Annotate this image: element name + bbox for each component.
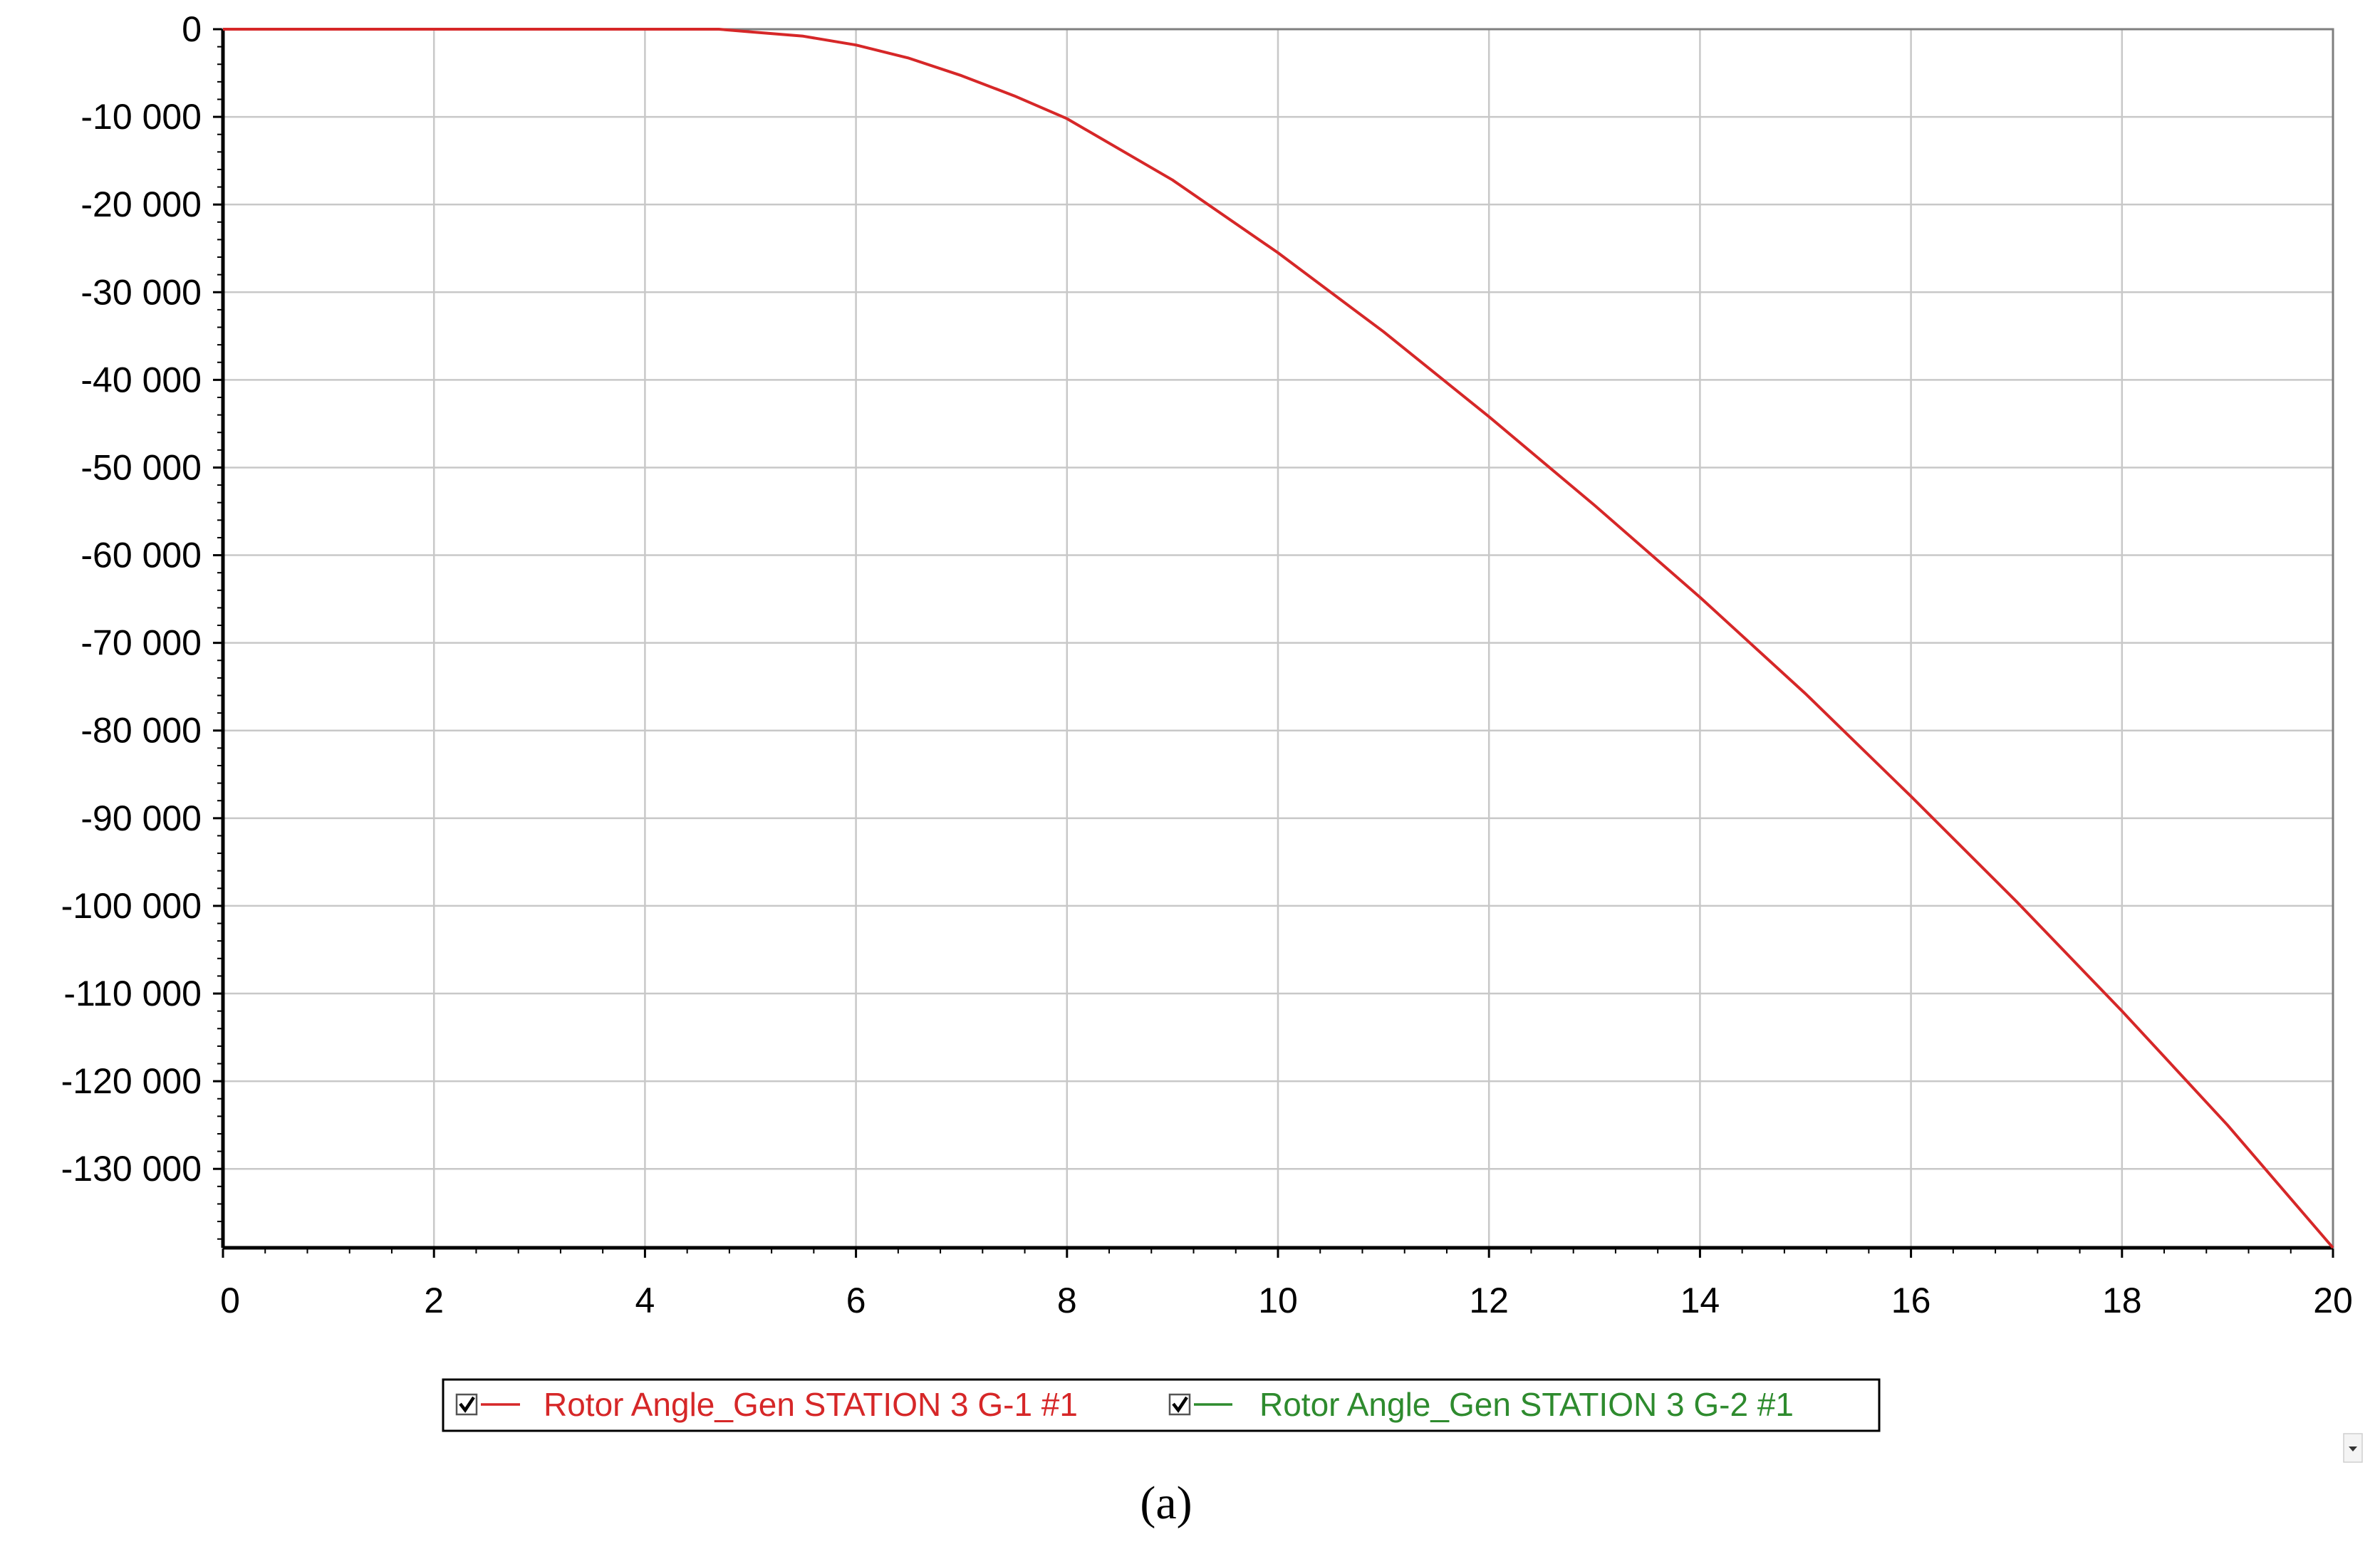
legend-label-series-1: Rotor Angle_Gen STATION 3 G-1 #1 (544, 1386, 1078, 1423)
y-tick-labels: 0 -10 000 -20 000 -30 000 -40 000 -50 000 -60 … (61, 9, 202, 1189)
y-tick-label: -80 000 (80, 711, 202, 751)
legend-box (442, 1378, 1881, 1432)
dropdown-arrow-icon (2349, 1446, 2357, 1451)
legend-item-series-2[interactable]: Rotor Angle_Gen STATION 3 G-2 #1 (1168, 1386, 1794, 1423)
x-tick-label: 16 (1891, 1281, 1931, 1320)
y-tick-label: -90 000 (80, 798, 202, 838)
y-tick-label: -30 000 (80, 272, 202, 312)
figure-caption: (a) (1140, 1477, 1192, 1529)
y-tick-label: -130 000 (61, 1149, 202, 1189)
x-tick-label: 14 (1680, 1281, 1720, 1320)
x-tick-label: 0 (220, 1281, 240, 1320)
x-tick-label: 6 (846, 1281, 866, 1320)
y-tick-label: -100 000 (61, 886, 202, 926)
grid-lines (223, 29, 2334, 1248)
legend-item-series-1[interactable]: Rotor Angle_Gen STATION 3 G-1 #1 (455, 1386, 1078, 1423)
y-tick-label: 0 (182, 9, 202, 49)
checkmark-icon (459, 1396, 475, 1413)
checkmark-icon (1172, 1396, 1188, 1413)
series-line-1 (223, 28, 2334, 1249)
legend: Rotor Angle_Gen STATION 3 G-1 #1 Rotor A… (442, 1378, 1881, 1432)
y-tick-label: -110 000 (63, 974, 202, 1013)
x-tick-label: 4 (635, 1281, 655, 1320)
series-lines (223, 28, 2334, 1249)
x-tick-label: 12 (1469, 1281, 1509, 1320)
x-tick-labels: 0 2 4 6 8 10 12 14 16 18 20 (220, 1281, 2353, 1320)
x-tick-label: 2 (424, 1281, 444, 1320)
y-tick-label: -50 000 (80, 447, 202, 487)
y-tick-label: -60 000 (80, 536, 202, 575)
x-tick-label: 20 (2313, 1281, 2353, 1320)
y-tick-label: -10 000 (80, 97, 202, 137)
y-tick-label: -120 000 (61, 1061, 202, 1101)
y-tick-label: -20 000 (80, 184, 202, 224)
legend-menu-button[interactable] (2343, 1433, 2363, 1463)
axes (221, 28, 2334, 1250)
y-tick-label: -40 000 (80, 360, 202, 400)
legend-label-series-2: Rotor Angle_Gen STATION 3 G-2 #1 (1259, 1386, 1794, 1423)
x-tick-label: 18 (2102, 1281, 2142, 1320)
x-tick-label: 10 (1258, 1281, 1298, 1320)
y-tick-label: -70 000 (80, 623, 202, 663)
x-tick-label: 8 (1057, 1281, 1077, 1320)
